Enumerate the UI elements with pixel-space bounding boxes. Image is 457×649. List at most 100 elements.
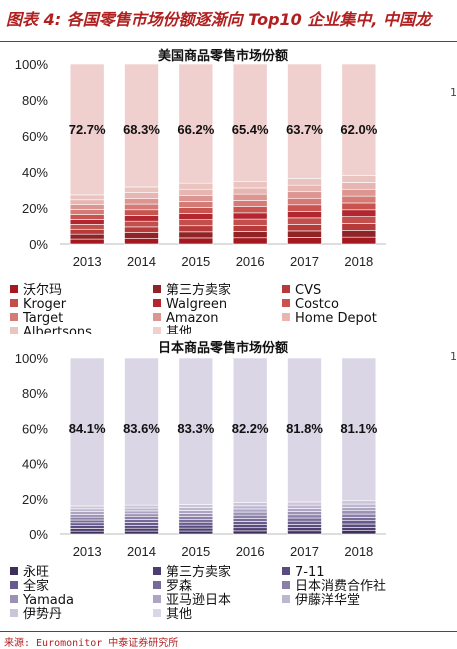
y-tick-label: 40% xyxy=(22,457,48,472)
bar-segment xyxy=(287,197,322,206)
bar-segment xyxy=(178,213,214,220)
bar-segment xyxy=(178,513,214,517)
bar-segment xyxy=(287,191,322,199)
legend-label: 第三方卖家 xyxy=(166,564,231,580)
bar-segment xyxy=(287,514,322,519)
legend-label: Amazon xyxy=(166,311,219,326)
bar-segment xyxy=(124,215,159,222)
bar-segment xyxy=(124,192,159,199)
legend-swatch xyxy=(282,567,290,575)
bar-segment xyxy=(124,220,159,228)
legend-swatch xyxy=(153,595,161,603)
bar-segment xyxy=(341,503,377,508)
bar-segment xyxy=(232,218,268,226)
x-tick-label: 2015 xyxy=(181,544,210,559)
bar-segment xyxy=(69,199,105,205)
bar-segment xyxy=(232,206,268,214)
bar-segment xyxy=(232,225,268,232)
x-tick-label: 2013 xyxy=(73,544,102,559)
us-retail-share-chart: 美国商品零售市场份额 0% 20% 40% 60% 80% 100% 72.7% 2013 68.… xyxy=(10,48,386,334)
bar-segment xyxy=(178,510,214,514)
y-tick-label: 100% xyxy=(15,57,49,72)
bar-segment xyxy=(69,228,105,235)
x-tick-label: 2018 xyxy=(344,544,373,559)
bar-segment xyxy=(287,517,322,522)
bar-segment xyxy=(287,524,322,528)
bar-segment xyxy=(69,204,105,210)
legend-label: 罗森 xyxy=(166,579,192,594)
bar-segment xyxy=(287,520,322,525)
legend-label: Yamada xyxy=(22,593,74,608)
bar-segment xyxy=(69,233,105,240)
bar-segment xyxy=(124,504,159,509)
legend-swatch xyxy=(282,595,290,603)
legend-swatch xyxy=(10,327,18,334)
bar-segment xyxy=(287,501,322,506)
bar-segment xyxy=(178,207,214,214)
bar-segment xyxy=(178,231,214,239)
bar-segment xyxy=(287,224,322,232)
bar-segment xyxy=(287,217,322,225)
bar-segment xyxy=(69,516,105,521)
bar-segment-others xyxy=(69,357,105,507)
bar-segment xyxy=(124,198,159,205)
legend-label: Costco xyxy=(295,297,339,312)
japan-retail-share-chart: 日本商品零售市场份额 0% 20% 40% 60% 80% 100% 84.1% 2013 83.… xyxy=(10,340,386,622)
x-tick-label: 2016 xyxy=(236,544,265,559)
bar-segment xyxy=(341,182,377,190)
bar-segment xyxy=(287,178,322,186)
bar-segment xyxy=(232,502,268,507)
legend-label: Kroger xyxy=(23,297,67,312)
bar-segment xyxy=(287,237,322,245)
bar-segment xyxy=(232,231,268,239)
legend-label: 日本消费合作社 xyxy=(295,578,386,594)
bar-segment xyxy=(69,209,105,215)
bar-segment xyxy=(287,508,322,512)
legend-label: 伊藤洋华堂 xyxy=(295,593,360,608)
data-label: 66.2% xyxy=(177,122,214,137)
y-tick-label: 60% xyxy=(22,129,48,144)
bar-segment xyxy=(69,511,105,515)
legend-swatch xyxy=(282,299,290,307)
bar-segment xyxy=(341,195,377,204)
bar-segment xyxy=(69,224,105,230)
bar-segment xyxy=(341,523,377,528)
legend-swatch xyxy=(10,285,18,293)
bar-segment xyxy=(124,525,159,529)
legend-swatch xyxy=(282,581,290,589)
bar-segment-others xyxy=(341,357,377,502)
bar-segment xyxy=(232,193,268,201)
bar-segment-others xyxy=(287,63,322,179)
bar-segment-others xyxy=(287,357,322,503)
bar-segment xyxy=(124,226,159,233)
bar-segment xyxy=(287,230,322,238)
bar-segment xyxy=(124,510,159,515)
y-tick-label: 0% xyxy=(29,527,48,542)
legend-swatch xyxy=(282,285,290,293)
chart-title: 美国商品零售市场份额 xyxy=(158,48,288,64)
bar-segment xyxy=(232,530,268,535)
legend-label: Walgreen xyxy=(166,297,227,312)
legend-label: 全家 xyxy=(23,578,49,594)
x-tick-label: 2013 xyxy=(73,254,102,269)
y-tick-label: 0% xyxy=(29,237,48,252)
bar-segment xyxy=(232,237,268,245)
legend-swatch xyxy=(10,299,18,307)
bar-segment xyxy=(69,522,105,526)
bar-segment-others xyxy=(232,357,268,503)
bar-segment xyxy=(178,507,214,511)
legend-swatch xyxy=(10,567,18,575)
bar-segment xyxy=(124,516,159,520)
legend-swatch xyxy=(10,313,18,321)
bar-segment xyxy=(124,530,159,535)
bar-segment-others xyxy=(178,63,214,184)
data-label: 81.8% xyxy=(286,421,323,436)
x-tick-label: 2017 xyxy=(290,544,319,559)
bar-segment xyxy=(232,200,268,207)
bar-segment xyxy=(69,505,105,510)
bar-segment xyxy=(178,516,214,520)
y-tick-label: 100% xyxy=(15,351,49,366)
source-note: 来源: Euromonitor 中泰证券研究所 xyxy=(4,638,179,649)
bar-segment xyxy=(69,238,105,245)
bar-segment xyxy=(341,517,377,521)
